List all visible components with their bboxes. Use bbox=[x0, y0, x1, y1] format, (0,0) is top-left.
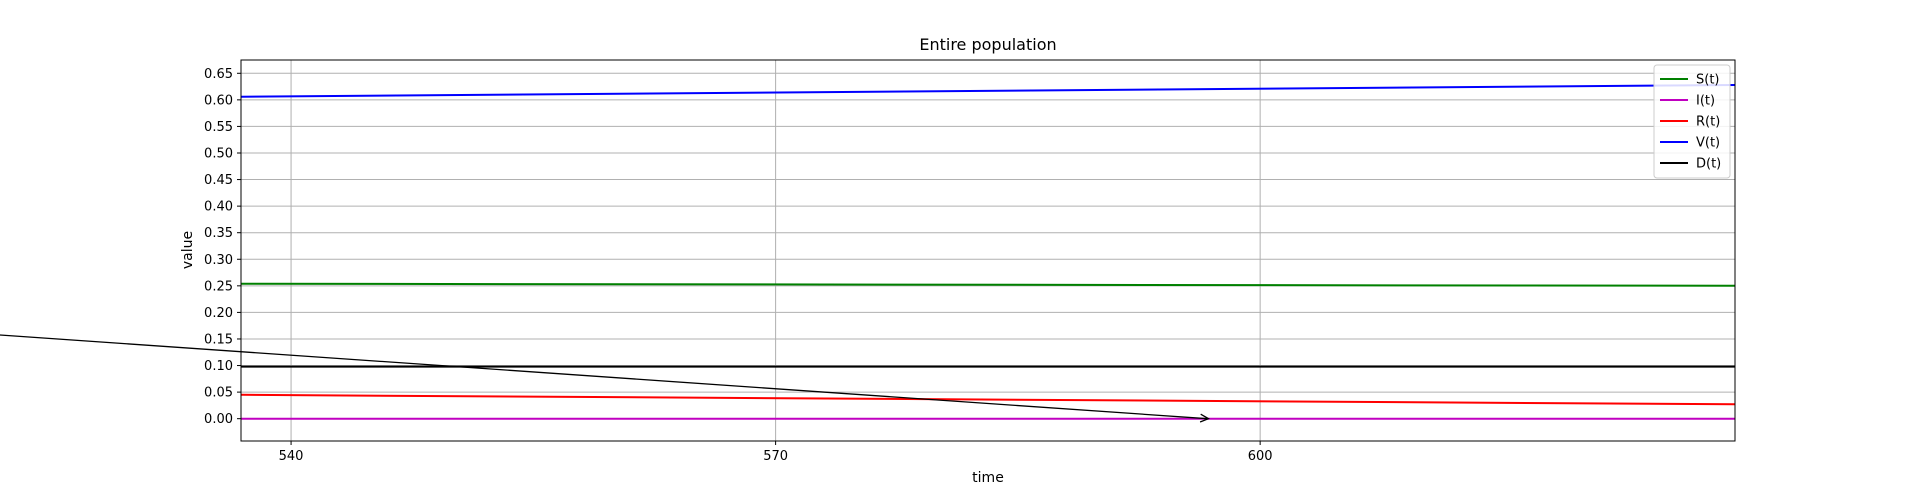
y-tick-label: 0.55 bbox=[204, 120, 233, 135]
y-tick-label: 0.65 bbox=[204, 67, 233, 82]
y-ticks: 0.00 0.05 0.10 0.15 0.20 0.25 0.30 0.35 0.40 0.45… bbox=[204, 67, 241, 427]
legend-label: I(t) bbox=[1696, 94, 1715, 109]
annotation-arrow-line bbox=[0, 334, 1208, 420]
y-tick-label: 0.20 bbox=[204, 306, 233, 321]
y-axis-label: value bbox=[180, 231, 196, 269]
legend-label: S(t) bbox=[1696, 73, 1720, 88]
legend-box bbox=[1653, 64, 1731, 179]
series-line-st bbox=[240, 282, 1736, 287]
annotation bbox=[0, 334, 1210, 423]
y-tick-label: 0.00 bbox=[204, 412, 233, 427]
x-tick-label: 570 bbox=[763, 449, 788, 464]
x-tick-label: 540 bbox=[279, 449, 304, 464]
y-tick-label: 0.10 bbox=[204, 359, 233, 374]
x-tick-label: 600 bbox=[1248, 449, 1273, 464]
y-tick-label: 0.45 bbox=[204, 173, 233, 188]
series-line-rt bbox=[240, 393, 1736, 406]
y-tick-label: 0.15 bbox=[204, 332, 233, 347]
annotation-arrow-head bbox=[1199, 413, 1210, 423]
y-tick-label: 0.25 bbox=[204, 279, 233, 294]
legend-label: D(t) bbox=[1696, 157, 1721, 172]
x-axis-label: time bbox=[972, 470, 1004, 486]
series-line-vt bbox=[240, 84, 1736, 98]
legend-label: R(t) bbox=[1696, 115, 1720, 130]
chart-title: Entire population bbox=[919, 35, 1056, 54]
legend-label: V(t) bbox=[1696, 136, 1720, 151]
y-tick-label: 0.50 bbox=[204, 146, 233, 161]
series-group bbox=[240, 84, 1736, 420]
y-tick-label: 0.40 bbox=[204, 200, 233, 215]
y-tick-label: 0.05 bbox=[204, 386, 233, 401]
legend: S(t) I(t) R(t) V(t) D(t) bbox=[1653, 64, 1731, 179]
x-ticks: 540 570 600 bbox=[279, 441, 1273, 464]
y-tick-label: 0.30 bbox=[204, 253, 233, 268]
grid bbox=[241, 60, 1735, 441]
y-tick-label: 0.60 bbox=[204, 93, 233, 108]
plot-frame bbox=[240, 59, 1736, 442]
y-tick-label: 0.35 bbox=[204, 226, 233, 241]
